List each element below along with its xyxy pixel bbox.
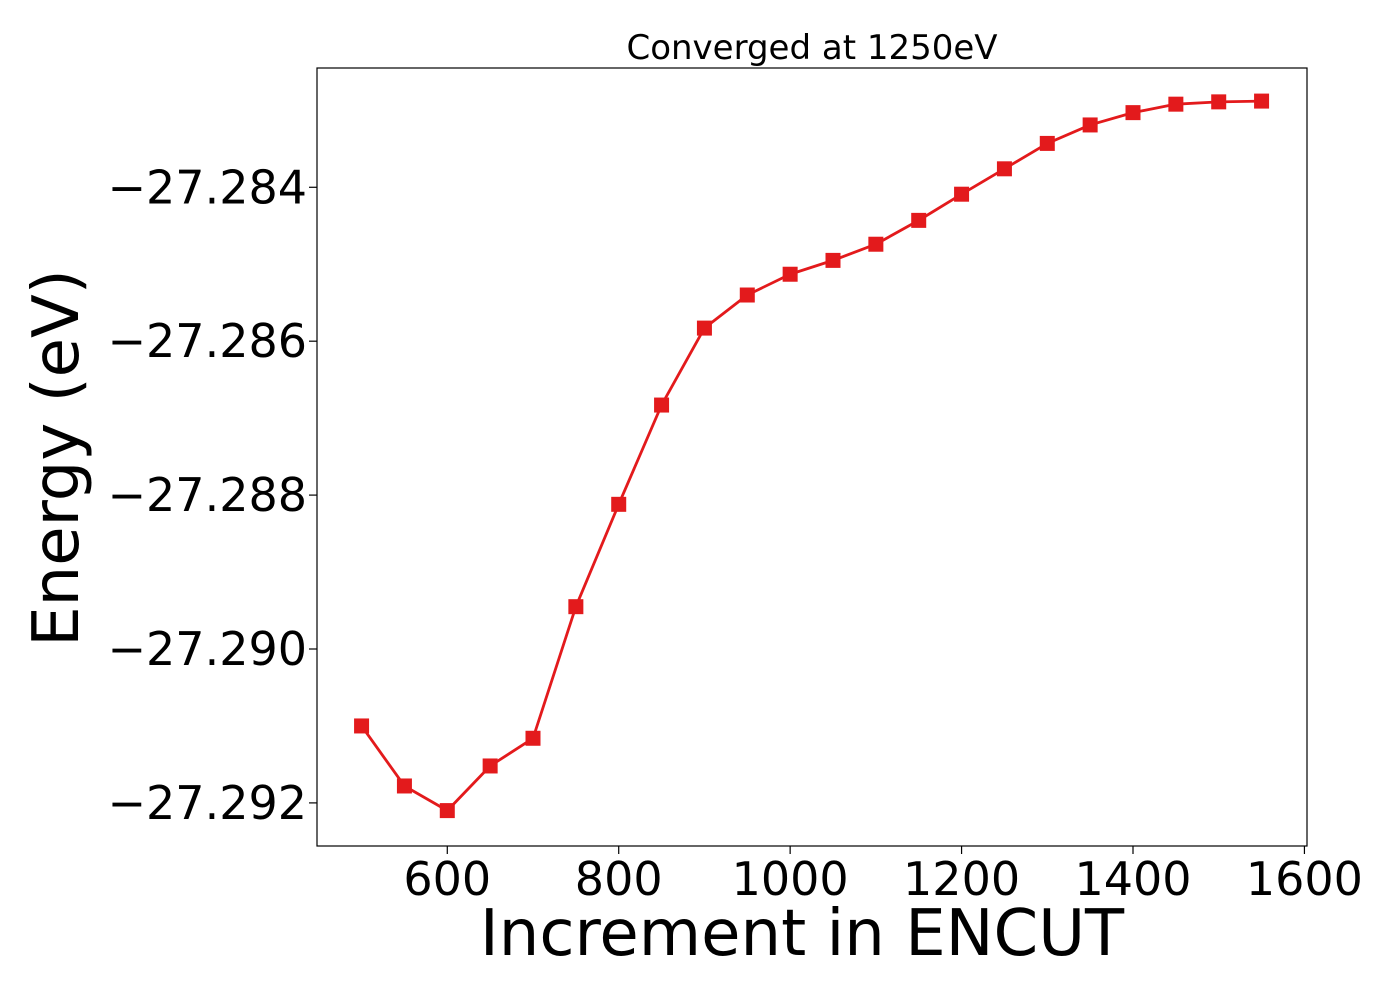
data-point-marker xyxy=(739,287,755,303)
data-point-marker xyxy=(1082,117,1098,133)
chart-title: Converged at 1250eV xyxy=(626,28,997,68)
data-point-marker xyxy=(696,320,712,336)
data-point-marker xyxy=(868,236,884,252)
data-point-marker xyxy=(1168,96,1184,112)
data-point-marker xyxy=(1125,105,1141,121)
data-point-marker xyxy=(782,266,798,282)
y-axis-label: Energy (eV) xyxy=(20,269,94,647)
plot-area-frame xyxy=(316,67,1308,847)
data-point-marker xyxy=(825,252,841,268)
x-tick-label: 1200 xyxy=(903,852,1020,906)
data-point-marker xyxy=(354,718,370,734)
y-tick-label: −27.292 xyxy=(108,776,308,830)
data-point-marker xyxy=(396,778,412,794)
x-axis-label: Increment in ENCUT xyxy=(480,897,1125,971)
data-point-marker xyxy=(568,599,584,615)
data-point-marker xyxy=(611,496,627,512)
data-point-marker xyxy=(439,803,455,819)
x-tick-label: 1000 xyxy=(732,852,849,906)
y-tick-label: −27.284 xyxy=(108,160,308,214)
data-point-marker xyxy=(1211,94,1227,110)
x-axis-ticks: 600 800 1000 1200 1400 1600 xyxy=(403,846,1363,906)
x-tick-label: 600 xyxy=(403,852,491,906)
data-point-marker xyxy=(1254,93,1270,109)
data-point-marker xyxy=(1039,135,1055,151)
data-point-marker xyxy=(482,758,498,774)
data-point-marker xyxy=(954,186,970,202)
x-tick-label: 800 xyxy=(575,852,663,906)
y-tick-label: −27.286 xyxy=(108,314,308,368)
data-point-marker xyxy=(525,730,541,746)
y-axis-ticks: −27.284 −27.286 −27.288 −27.290 −27.292 xyxy=(108,160,317,830)
series-layer xyxy=(354,93,1270,819)
data-point-marker xyxy=(654,397,670,413)
series-line xyxy=(360,99,1262,812)
y-tick-label: −27.290 xyxy=(108,622,308,676)
y-tick-label: −27.288 xyxy=(108,468,308,522)
data-point-marker xyxy=(996,161,1012,177)
x-tick-label: 1400 xyxy=(1074,852,1191,906)
data-point-marker xyxy=(911,212,927,228)
x-tick-label: 1600 xyxy=(1246,852,1363,906)
